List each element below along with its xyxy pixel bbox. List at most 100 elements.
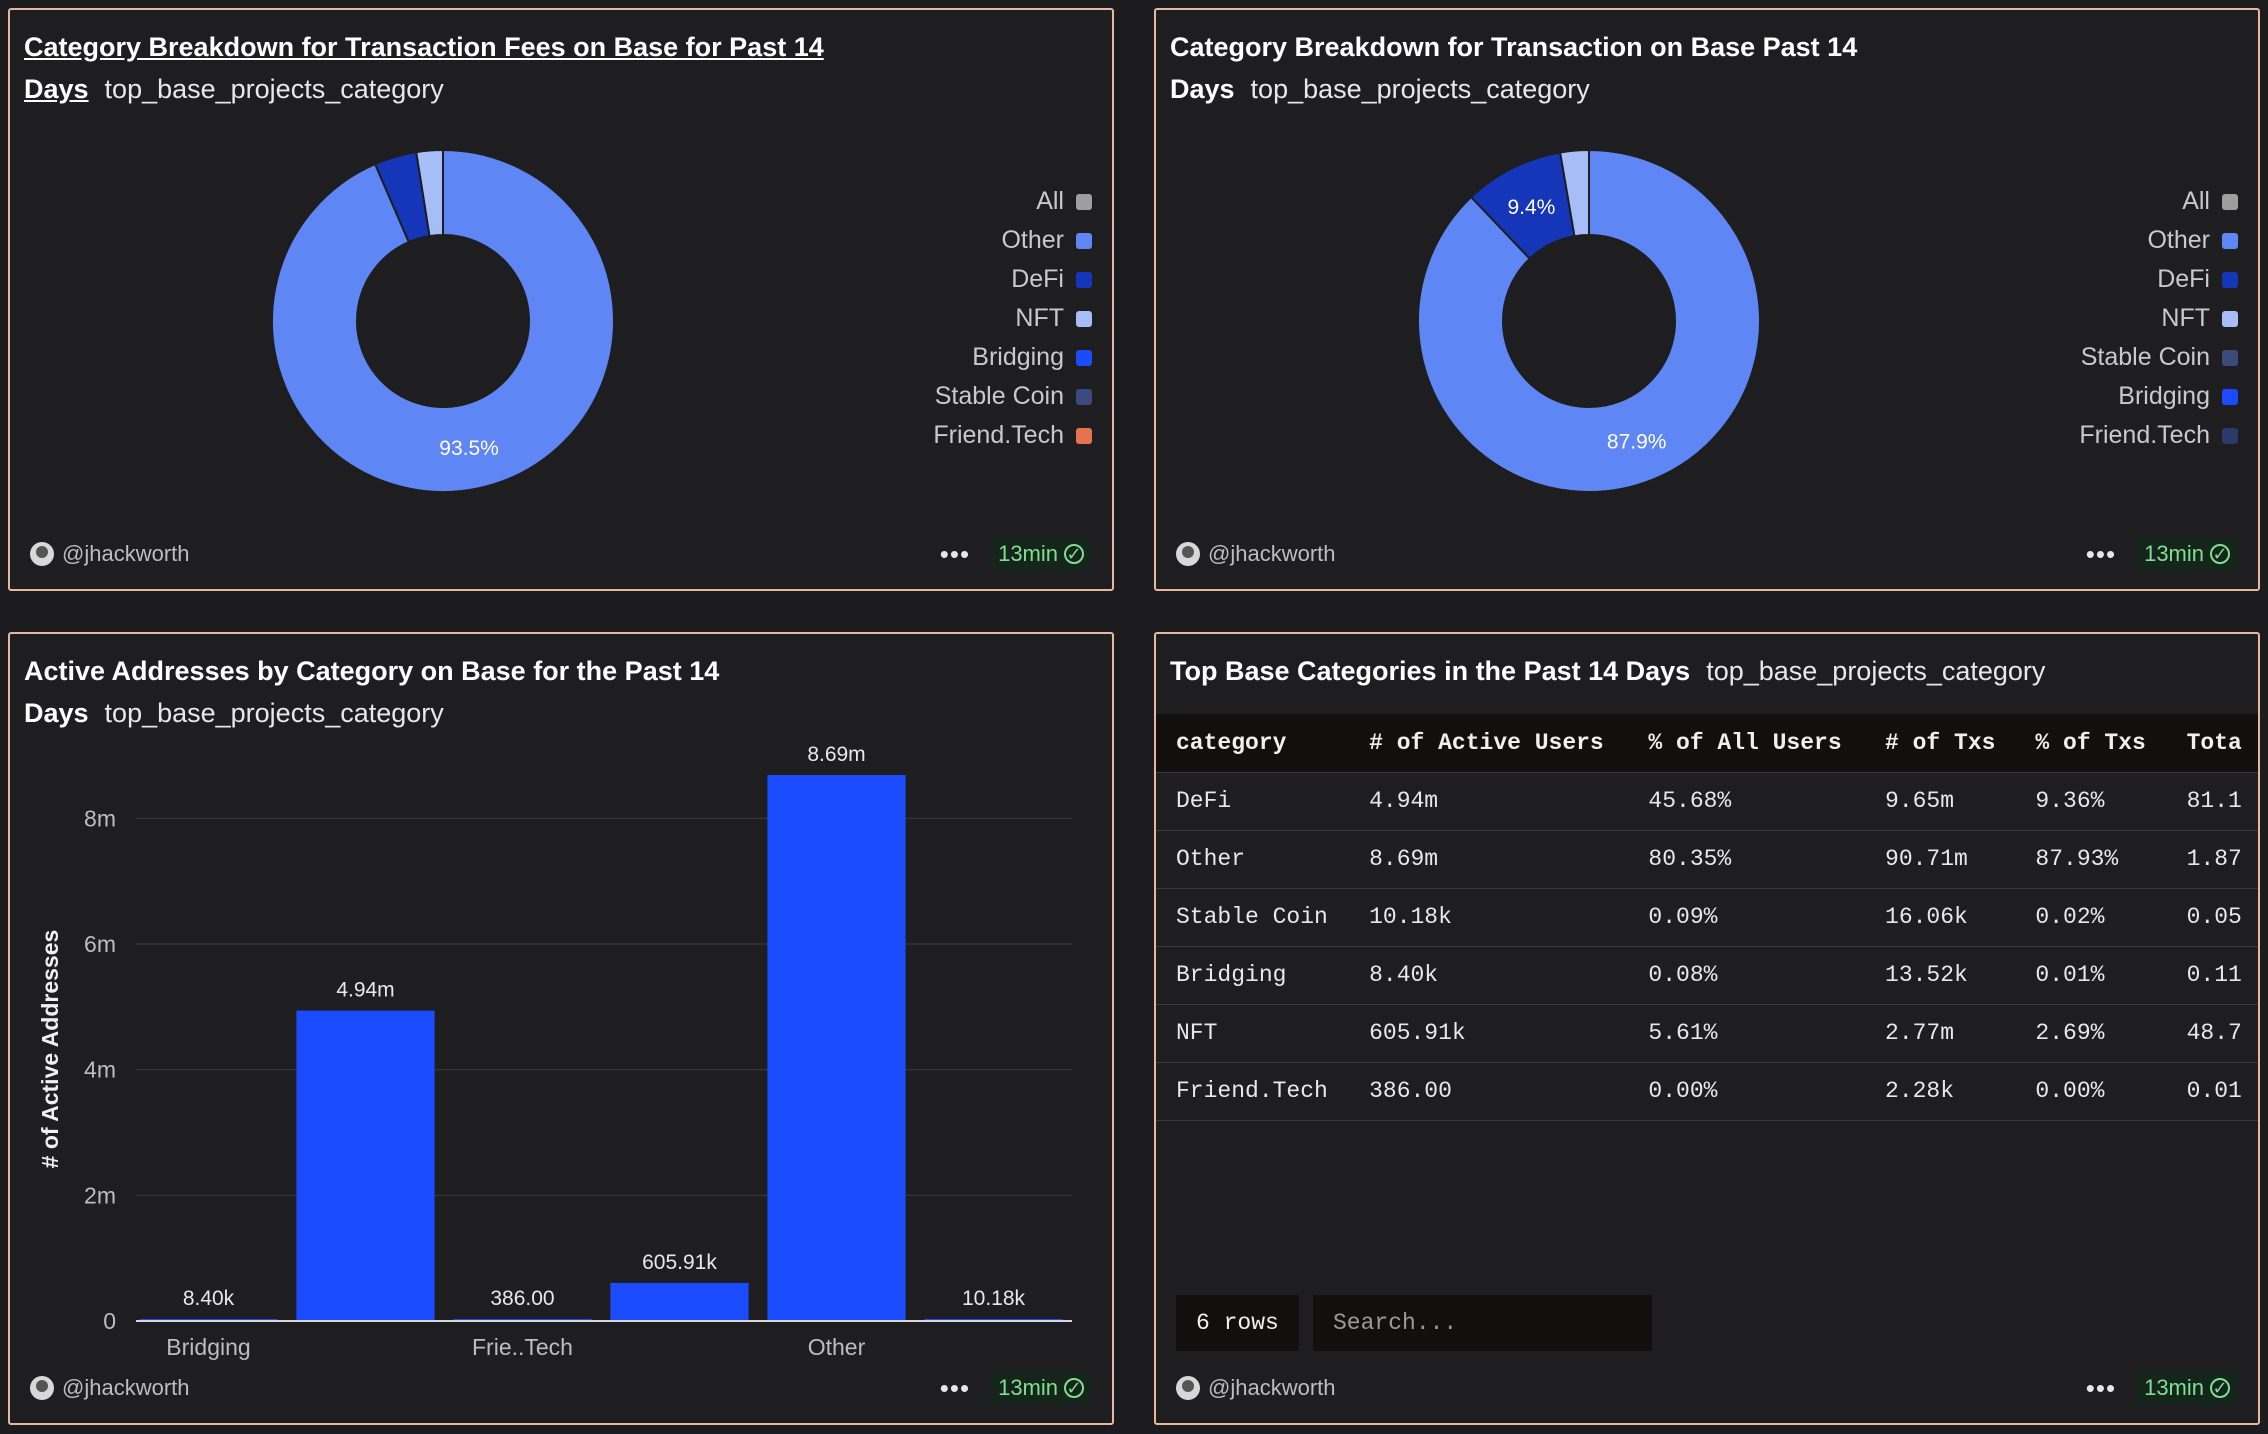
column-header[interactable]: Tota [2186, 729, 2242, 756]
legend-item[interactable]: All [2079, 182, 2238, 221]
check-circle-icon: ✓ [1064, 1378, 1084, 1398]
refresh-badge[interactable]: 13min ✓ [2136, 1371, 2238, 1405]
author-name: @jhackworth [1208, 541, 1336, 566]
author[interactable]: @jhackworth [1176, 1375, 1336, 1401]
bar-value-label: 8.40k [183, 1287, 235, 1310]
refresh-badge[interactable]: 13min ✓ [990, 1371, 1092, 1405]
legend-swatch [2222, 388, 2238, 405]
pie-slice-other[interactable] [271, 148, 615, 493]
column-header[interactable]: % of All Users [1648, 729, 1842, 756]
legend-item[interactable]: Friend.Tech [2079, 416, 2238, 455]
table-cell: Other [1156, 829, 1350, 888]
pie-slice-nft[interactable] [415, 148, 444, 238]
table-cell: 81.1 [2166, 771, 2258, 830]
table-cell: 605.91k [1349, 1003, 1629, 1062]
active-addresses-panel: Active Addresses by Category on Base for… [8, 632, 1114, 1425]
table-row[interactable]: Stable Coin 10.18k 0.09% 16.06k 0.02% 0.05 [1156, 887, 2258, 946]
avatar [30, 542, 54, 566]
legend-item[interactable]: Stable Coin [2079, 338, 2238, 377]
query-name: top_base_projects_category [1250, 74, 1590, 104]
table-cell: Bridging [1156, 945, 1350, 1004]
x-tick-label: Frie..Tech [472, 1334, 573, 1360]
table-cell: 48.7 [2166, 1003, 2258, 1062]
author[interactable]: @jhackworth [30, 541, 190, 567]
legend-item[interactable]: DeFi [2079, 260, 2238, 299]
table-row[interactable]: Friend.Tech 386.00 0.00% 2.28k 0.00% 0.01 [1156, 1061, 2258, 1120]
table-cell: 0.05 [2166, 887, 2258, 946]
table-cell: 0.02% [2015, 887, 2167, 946]
legend-item[interactable]: Other [2079, 221, 2238, 260]
more-options-icon[interactable]: ••• [939, 538, 971, 569]
legend-item[interactable]: DeFi [933, 260, 1092, 299]
legend-label: Friend.Tech [2079, 421, 2210, 449]
table-row[interactable]: DeFi 4.94m 45.68% 9.65m 9.36% 81.1 [1156, 771, 2258, 830]
table-row[interactable]: Other 8.69m 80.35% 90.71m 87.93% 1.87 [1156, 829, 2258, 888]
bar-other[interactable] [767, 775, 906, 1321]
legend-item[interactable]: All [933, 182, 1092, 221]
bar-nft[interactable] [610, 1282, 749, 1321]
pie-slice-other[interactable] [1417, 148, 1761, 493]
table-cell: Friend.Tech [1156, 1061, 1350, 1120]
table-cell: 4.94m [1349, 771, 1629, 830]
y-tick-label: 4m [84, 1057, 116, 1083]
panel-footer-actions: ••• 13min ✓ [2086, 1371, 2238, 1405]
table-cell: 80.35% [1628, 829, 1866, 888]
fees-breakdown-panel: Category Breakdown for Transaction Fees … [8, 8, 1114, 591]
table-cell: 90.71m [1865, 829, 2016, 888]
pie-slice-nft[interactable] [1558, 148, 1590, 238]
refresh-badge[interactable]: 13min ✓ [990, 537, 1092, 571]
table-cell: 0.11 [2166, 945, 2258, 1004]
author[interactable]: @jhackworth [30, 1375, 190, 1401]
legend-swatch [2222, 310, 2238, 327]
table-cell: 9.36% [2015, 771, 2167, 830]
legend-item[interactable]: Stable Coin [933, 377, 1092, 416]
table-search-input[interactable] [1313, 1295, 1652, 1351]
panel-footer-actions: ••• 13min ✓ [940, 1371, 1092, 1405]
legend-item[interactable]: Other [933, 221, 1092, 260]
column-header[interactable]: % of Txs [2035, 729, 2146, 756]
legend-swatch [1076, 310, 1092, 327]
bar-value-label: 10.18k [962, 1287, 1026, 1310]
legend-label: All [1036, 187, 1064, 215]
query-name: top_base_projects_category [104, 74, 444, 104]
legend-item[interactable]: NFT [933, 299, 1092, 338]
legend-label: All [2182, 187, 2210, 215]
panel-title: Category Breakdown for Transaction Fees … [24, 26, 924, 110]
table-cell: 8.40k [1349, 945, 1629, 1004]
more-options-icon[interactable]: ••• [2085, 538, 2117, 569]
legend-label: Friend.Tech [933, 421, 1064, 449]
bar-defi[interactable] [296, 1010, 435, 1321]
legend-item[interactable]: Friend.Tech [933, 416, 1092, 455]
column-header[interactable]: # of Active Users [1369, 729, 1604, 756]
author[interactable]: @jhackworth [1176, 541, 1336, 567]
legend-item[interactable]: Bridging [933, 338, 1092, 377]
table-cell: 2.77m [1865, 1003, 2016, 1062]
legend-label: Stable Coin [934, 382, 1064, 410]
refresh-badge[interactable]: 13min ✓ [2136, 537, 2238, 571]
panel-title: Top Base Categories in the Past 14 Days t… [1170, 656, 2046, 686]
avatar [1176, 1376, 1200, 1400]
slice-data-label: 87.9% [1607, 430, 1667, 453]
legend-item[interactable]: Bridging [2079, 377, 2238, 416]
column-header[interactable]: # of Txs [1885, 729, 1996, 756]
active-addresses-bar-chart: 0 2m 4m 6m 8m # of Active Addresses 8.40k Bridg… [37, 743, 1072, 1360]
author-name: @jhackworth [62, 1375, 190, 1400]
legend-swatch [2222, 427, 2238, 444]
top-categories-table-panel: Top Base Categories in the Past 14 Days t… [1154, 632, 2260, 1425]
legend-item[interactable]: NFT [2079, 299, 2238, 338]
more-options-icon[interactable]: ••• [2085, 1372, 2117, 1403]
table-row[interactable]: Bridging 8.40k 0.08% 13.52k 0.01% 0.11 [1156, 945, 2258, 1004]
column-header[interactable]: category [1176, 729, 1287, 756]
bar-value-label: 605.91k [642, 1251, 717, 1274]
avatar [30, 1376, 54, 1400]
table-row[interactable]: NFT 605.91k 5.61% 2.77m 2.69% 48.7 [1156, 1003, 2258, 1062]
panel-title-link[interactable]: Category Breakdown for Transaction Fees … [24, 32, 824, 104]
legend-swatch [1076, 388, 1092, 405]
table-cell: 386.00 [1349, 1061, 1629, 1120]
y-tick-label: 6m [84, 931, 116, 957]
legend-label: NFT [1015, 304, 1064, 332]
more-options-icon[interactable]: ••• [939, 1372, 971, 1403]
table-header-row: category # of Active Users % of All User… [1156, 714, 2258, 772]
table-cell: 5.61% [1628, 1003, 1866, 1062]
y-tick-label: 2m [84, 1182, 116, 1208]
